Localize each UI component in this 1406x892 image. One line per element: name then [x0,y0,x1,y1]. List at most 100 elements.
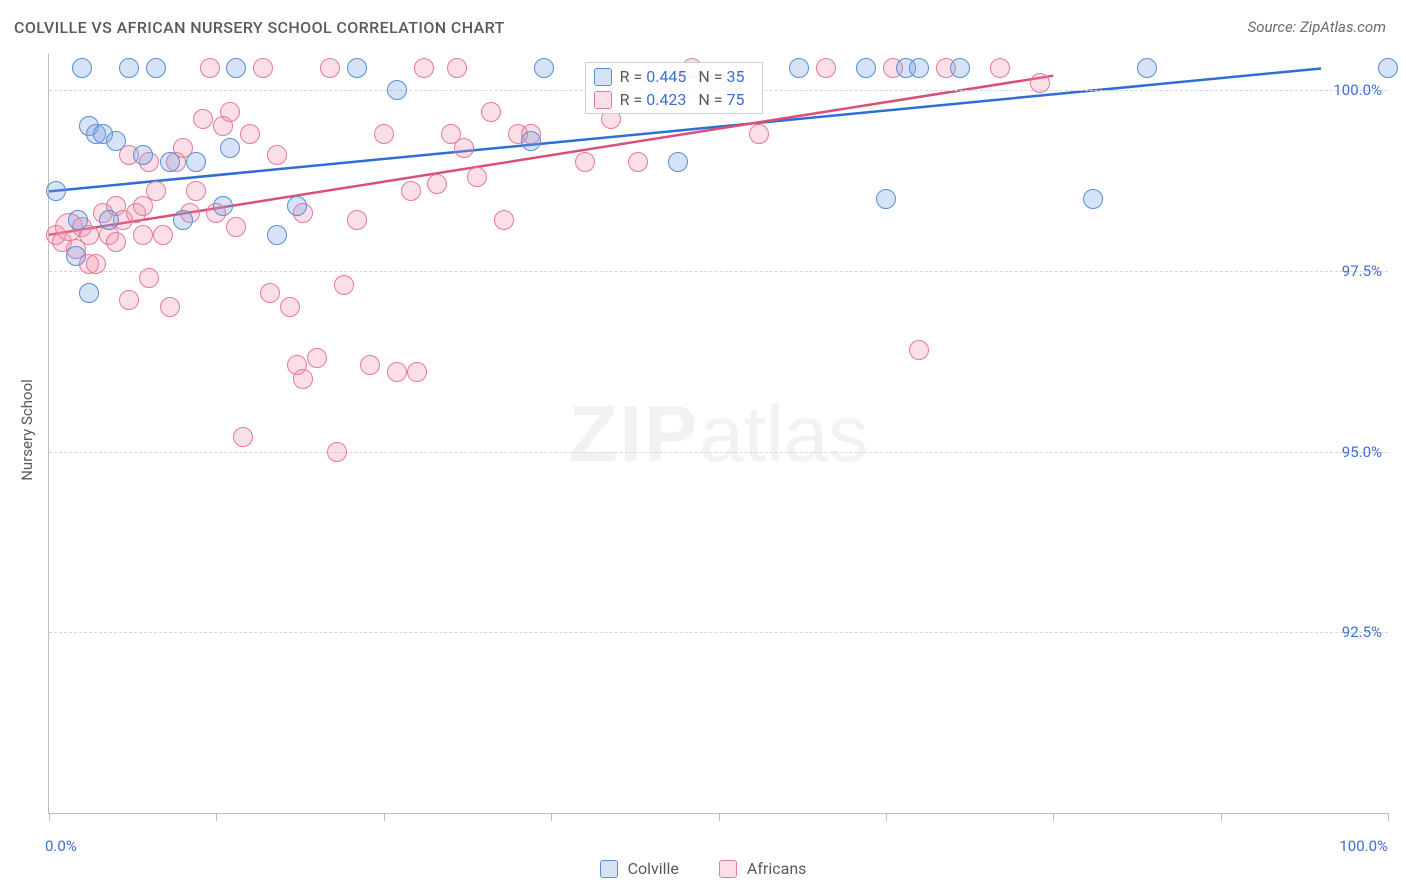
data-point [401,181,421,201]
legend-item-colville: Colville [600,859,679,878]
data-point [193,109,213,129]
watermark-bold: ZIP [569,389,699,478]
x-tick [384,813,385,821]
data-point [447,58,467,78]
data-point [575,152,595,172]
data-point [280,297,300,317]
x-tick [1053,813,1054,821]
stats-text: R =0.445 N =35 [620,67,749,86]
data-point [467,167,487,187]
y-tick-label: 100.0% [1333,81,1382,99]
chart-container: COLVILLE VS AFRICAN NURSERY SCHOOL CORRE… [0,0,1406,892]
swatch-icon [594,91,612,109]
data-point [534,58,554,78]
data-point [427,174,447,194]
data-point [950,58,970,78]
y-axis-label: Nursery School [18,379,36,481]
data-point [106,131,126,151]
data-point [628,152,648,172]
stats-legend-row: R =0.445 N =35 [586,65,763,88]
data-point [253,58,273,78]
data-point [186,152,206,172]
data-point [334,275,354,295]
data-point [233,427,253,447]
data-point [347,58,367,78]
data-point [86,254,106,274]
data-point [79,283,99,303]
gridline [49,632,1388,633]
plot-area: ZIPatlas 92.5%95.0%97.5%100.0%0.0%100.0%… [48,54,1388,814]
data-point [327,442,347,462]
y-tick-label: 97.5% [1342,262,1382,280]
data-point [213,196,233,216]
legend-item-africans: Africans [719,859,806,878]
data-point [414,58,434,78]
swatch-icon [594,68,612,86]
data-point [146,181,166,201]
x-tick [216,813,217,821]
data-point [160,297,180,317]
x-tick [551,813,552,821]
x-tick [1388,813,1389,821]
data-point [1083,189,1103,209]
data-point [220,138,240,158]
data-point [106,232,126,252]
data-point [387,362,407,382]
data-point [267,225,287,245]
gridline [49,271,1388,272]
y-tick-label: 95.0% [1342,443,1382,461]
data-point [789,58,809,78]
stats-legend-row: R =0.423 N =75 [586,88,763,111]
chart-title: COLVILLE VS AFRICAN NURSERY SCHOOL CORRE… [14,18,505,37]
legend-label-colville: Colville [628,859,679,878]
gridline [49,452,1388,453]
watermark-light: atlas [699,389,868,478]
stats-legend: R =0.445 N =35 R =0.423 N =75 [585,62,764,114]
data-point [749,124,769,144]
data-point [133,145,153,165]
x-tick [49,813,50,821]
data-point [909,58,929,78]
data-point [133,225,153,245]
data-point [46,181,66,201]
data-point [99,210,119,230]
x-tick [719,813,720,821]
data-point [226,217,246,237]
data-point [160,152,180,172]
data-point [307,348,327,368]
swatch-africans [719,860,737,878]
x-tick [886,813,887,821]
data-point [226,58,246,78]
data-point [347,210,367,230]
data-point [72,58,92,78]
data-point [360,355,380,375]
x-axis-min-label: 0.0% [45,837,77,855]
data-point [186,181,206,201]
data-point [1378,58,1398,78]
data-point [287,196,307,216]
data-point [856,58,876,78]
data-point [1137,58,1157,78]
data-point [454,138,474,158]
data-point [68,210,88,230]
data-point [816,58,836,78]
source-label: Source: ZipAtlas.com [1248,18,1386,36]
data-point [200,58,220,78]
data-point [521,131,541,151]
data-point [668,152,688,172]
data-point [990,58,1010,78]
watermark: ZIPatlas [569,388,868,480]
y-tick-label: 92.5% [1342,623,1382,641]
data-point [1030,73,1050,93]
data-point [220,102,240,122]
data-point [267,145,287,165]
data-point [481,102,501,122]
data-point [293,369,313,389]
data-point [494,210,514,230]
data-point [909,340,929,360]
data-point [407,362,427,382]
x-axis-max-label: 100.0% [1339,837,1388,855]
stats-text: R =0.423 N =75 [620,90,749,109]
x-tick [1221,813,1222,821]
swatch-colville [600,860,618,878]
